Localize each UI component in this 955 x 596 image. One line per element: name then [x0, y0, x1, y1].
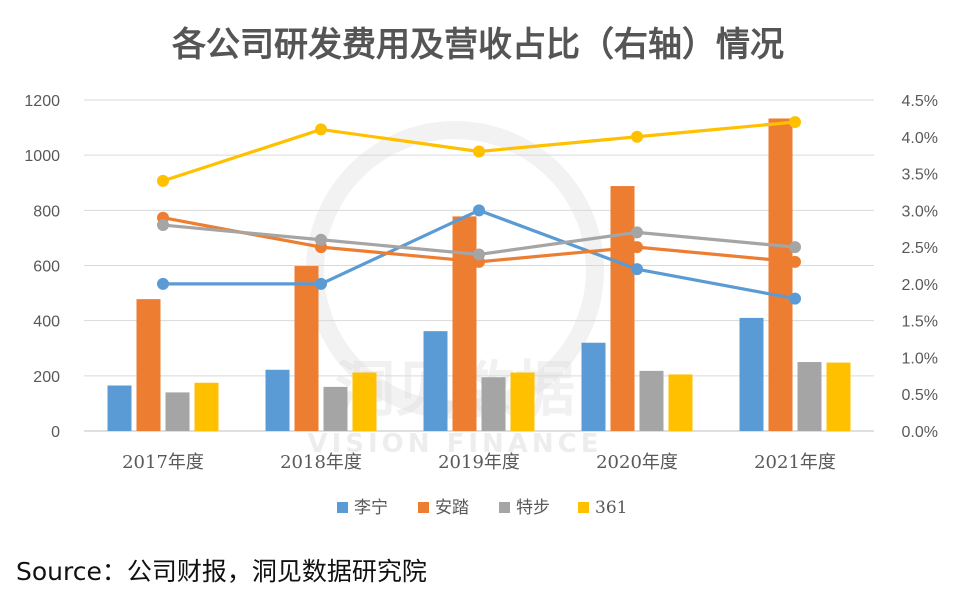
line-point — [157, 219, 169, 232]
bar — [668, 374, 693, 431]
category-label: 2021年度 — [754, 452, 836, 473]
bar — [265, 369, 290, 431]
bar — [768, 118, 793, 431]
right-axis: 0.0% 0.5% 1.0% 1.5% 2.0% 2.5% 3.0% 3.5% 4.0% 4.5% — [902, 93, 938, 441]
legend-label: 特步 — [516, 498, 550, 518]
right-tick-label: 0.5% — [902, 387, 938, 404]
line-point — [157, 277, 169, 290]
bar — [481, 377, 506, 431]
bar — [194, 382, 219, 431]
line-point — [631, 130, 643, 143]
left-axis: 0 200 400 600 800 1000 1200 — [24, 93, 60, 441]
right-tick-label: 4.5% — [902, 93, 938, 110]
bar — [294, 266, 319, 431]
watermark-sub: VISION FINANCE — [307, 429, 602, 459]
bar — [136, 299, 161, 431]
source-note: Source：公司财报，洞见数据研究院 — [16, 557, 427, 586]
left-tick-label: 1000 — [24, 148, 60, 165]
bar — [452, 216, 477, 431]
category-label: 2017年度 — [122, 452, 204, 473]
right-tick-label: 1.5% — [902, 314, 938, 331]
legend-swatch — [578, 502, 589, 513]
category-label: 2018年度 — [280, 452, 362, 473]
bar — [323, 386, 348, 431]
line-point — [473, 204, 485, 217]
right-tick-label: 3.0% — [902, 203, 938, 220]
left-tick-label: 600 — [33, 259, 60, 276]
line-point — [631, 241, 643, 254]
left-tick-label: 1200 — [24, 93, 60, 110]
right-tick-label: 3.5% — [902, 167, 938, 184]
bars — [107, 118, 851, 431]
left-tick-label: 800 — [33, 203, 60, 220]
chart-frame: 洞见数据 VISION FINANCE 各公司研发费用及营收占比（右轴）情况 0… — [24, 25, 938, 518]
line-point — [315, 277, 327, 290]
right-tick-label: 2.5% — [902, 240, 938, 257]
bar — [826, 362, 851, 431]
right-tick-label: 0.0% — [902, 424, 938, 441]
line-point — [315, 233, 327, 246]
left-tick-label: 0 — [51, 424, 60, 441]
right-tick-label: 1.0% — [902, 350, 938, 367]
right-tick-label: 2.0% — [902, 277, 938, 294]
legend-swatch — [418, 502, 429, 513]
category-label: 2019年度 — [438, 452, 520, 473]
line-point — [631, 226, 643, 239]
line-point — [157, 174, 169, 187]
line-point — [473, 248, 485, 261]
bar — [610, 186, 635, 431]
bar — [797, 362, 822, 431]
left-tick-label: 400 — [33, 314, 60, 331]
line-point — [473, 145, 485, 158]
bar — [510, 372, 535, 431]
legend-label: 361 — [595, 498, 627, 518]
right-tick-label: 4.0% — [902, 130, 938, 147]
line-point — [631, 263, 643, 276]
line-point — [789, 116, 801, 129]
line-point — [789, 292, 801, 305]
legend-swatch — [337, 502, 348, 513]
line-point — [789, 241, 801, 254]
bar — [165, 392, 190, 431]
bar — [423, 331, 448, 431]
line-point — [315, 123, 327, 136]
bar — [581, 342, 606, 431]
chart-svg: 洞见数据 VISION FINANCE 各公司研发费用及营收占比（右轴）情况 0… — [24, 25, 938, 518]
left-tick-label: 200 — [33, 369, 60, 386]
category-label: 2020年度 — [596, 452, 678, 473]
bar — [639, 370, 664, 431]
bar — [739, 317, 764, 431]
line-point — [789, 255, 801, 268]
legend: 李宁 安踏 特步 361 — [337, 498, 627, 518]
chart-title: 各公司研发费用及营收占比（右轴）情况 — [172, 25, 784, 65]
bar — [352, 372, 377, 431]
x-axis: 2017年度 2018年度 2019年度 2020年度 2021年度 — [122, 452, 836, 473]
legend-swatch — [499, 502, 510, 513]
bar — [107, 385, 132, 431]
lines — [157, 116, 801, 305]
legend-label: 李宁 — [354, 498, 388, 518]
legend-label: 安踏 — [435, 498, 469, 518]
